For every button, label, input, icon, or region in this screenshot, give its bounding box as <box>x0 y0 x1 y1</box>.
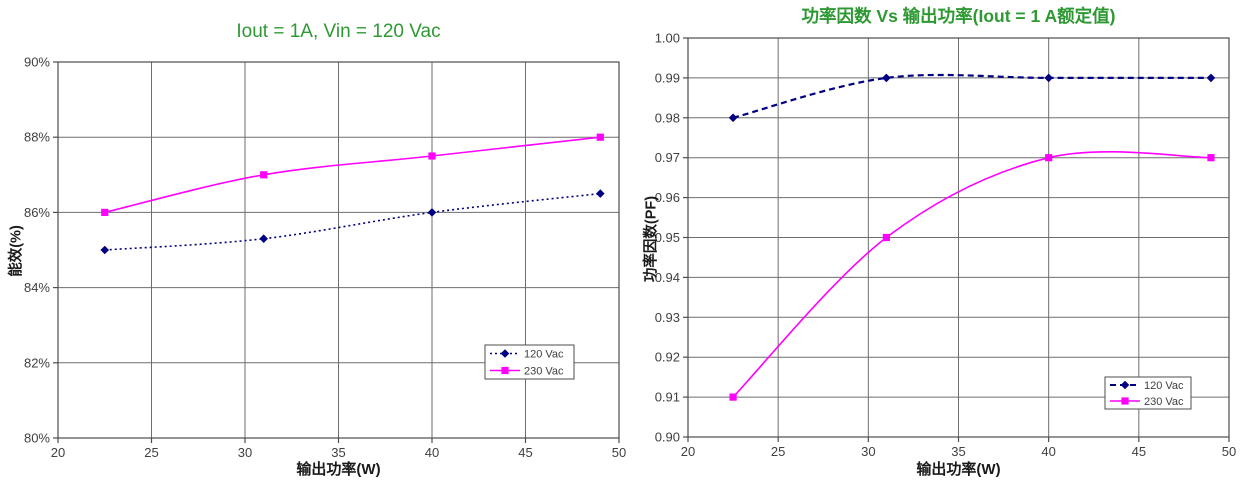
series-line-230-vac <box>104 136 601 214</box>
y-tick-label: 82% <box>24 355 50 370</box>
efficiency-chart: 20 25 30 35 40 45 50 80% 82% 84% 86% 88% 90% 120 Vac 2… <box>24 55 626 461</box>
y-tick-label: 88% <box>24 130 50 145</box>
y-tick-label: 0.98 <box>655 110 680 125</box>
x-tick-label: 20 <box>51 445 65 460</box>
y-tick-label: 0.99 <box>655 70 680 85</box>
x-tick-label: 50 <box>1222 444 1236 459</box>
power-factor-x-axis-label: 输出功率(W) <box>916 461 1001 478</box>
x-tick-label: 20 <box>681 444 695 459</box>
y-tick-label: 90% <box>24 55 50 70</box>
x-tick-label: 40 <box>425 445 439 460</box>
series-marker-diamond-icon <box>1206 73 1216 83</box>
legend-marker-square-icon <box>501 366 509 375</box>
legend-marker-square-icon <box>1121 397 1129 405</box>
legend-box <box>1104 376 1192 410</box>
y-tick-label: 0.97 <box>655 150 680 165</box>
series-marker-square-icon <box>428 152 436 160</box>
legend-label: 230 Vac <box>524 365 564 377</box>
y-tick-label: 86% <box>24 205 50 220</box>
x-tick-label: 40 <box>1041 444 1055 459</box>
y-tick-label: 0.93 <box>655 310 680 325</box>
plot-border <box>57 61 620 439</box>
series-line-230-vac <box>732 151 1212 398</box>
series-marker-diamond-icon <box>1044 73 1053 83</box>
legend-marker-diamond-icon <box>500 349 510 358</box>
plot-border <box>687 37 1230 438</box>
x-tick-label: 45 <box>518 445 532 460</box>
series-marker-square-icon <box>596 133 604 141</box>
x-tick-label: 30 <box>238 445 252 460</box>
efficiency-x-axis-label: 输出功率(W) <box>296 461 381 478</box>
series-marker-square-icon <box>729 393 737 401</box>
series-marker-diamond-icon <box>728 113 738 123</box>
series-marker-diamond-icon <box>596 189 605 198</box>
series-marker-square-icon <box>1045 154 1053 162</box>
y-tick-label: 0.95 <box>655 230 680 245</box>
y-tick-label: 0.94 <box>655 270 680 285</box>
series-marker-square-icon <box>101 208 109 216</box>
legend-marker-diamond-icon <box>1120 380 1130 390</box>
power-factor-y-axis-label: 功率因数(PF) <box>643 195 660 283</box>
y-tick-label: 84% <box>24 280 50 295</box>
series-marker-diamond-icon <box>100 245 110 255</box>
series-marker-diamond-icon <box>882 73 891 83</box>
y-tick-label: 1.00 <box>655 31 680 46</box>
legend-box <box>484 344 575 380</box>
series-marker-square-icon <box>1207 154 1215 162</box>
x-tick-label: 45 <box>1132 444 1146 459</box>
series-line-120-vac <box>732 73 1211 119</box>
power-factor-chart-title: 功率因数 Vs 输出功率(Iout = 1 A额定值) <box>801 6 1116 26</box>
legend-label: 120 Vac <box>1144 380 1184 392</box>
x-tick-label: 35 <box>951 444 965 459</box>
legend-label: 120 Vac <box>524 348 564 360</box>
series-marker-square-icon <box>882 233 890 242</box>
y-tick-label: 0.96 <box>655 190 680 205</box>
legend-label: 230 Vac <box>1144 396 1184 408</box>
y-tick-label: 0.91 <box>655 390 680 405</box>
power-factor-chart: 20 25 30 35 40 45 50 0.90 0.91 0.92 0.93 0.94 0.95 0.… <box>655 31 1237 460</box>
series-marker-square-icon <box>260 171 268 179</box>
y-tick-label: 80% <box>24 431 50 446</box>
series-marker-diamond-icon <box>259 234 268 244</box>
efficiency-chart-title: Iout = 1A, Vin = 120 Vac <box>236 21 441 42</box>
x-tick-label: 35 <box>331 445 345 460</box>
efficiency-y-axis-label: 能效(%) <box>8 225 25 277</box>
y-tick-label: 0.92 <box>655 350 680 365</box>
x-tick-label: 25 <box>771 444 785 459</box>
x-tick-label: 25 <box>144 445 158 460</box>
series-marker-diamond-icon <box>427 208 437 217</box>
y-tick-label: 0.90 <box>655 430 680 445</box>
x-tick-label: 30 <box>861 444 875 459</box>
x-tick-label: 50 <box>612 445 626 460</box>
